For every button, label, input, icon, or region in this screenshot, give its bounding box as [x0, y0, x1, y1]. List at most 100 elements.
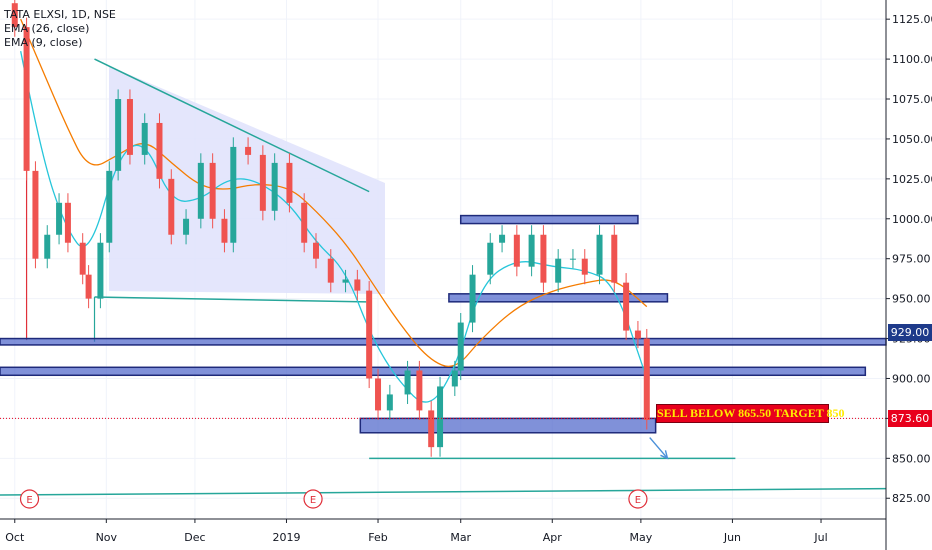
candle-body — [327, 258, 334, 283]
candle-body — [85, 274, 92, 299]
candle-body — [469, 274, 476, 323]
price-zone — [359, 417, 657, 434]
earnings-marker-label: E — [26, 495, 32, 506]
trend-line — [0, 487, 887, 496]
x-tick-label: Feb — [368, 531, 387, 544]
x-tick-label: Oct — [5, 531, 25, 544]
candle-body — [301, 202, 308, 243]
candle-body — [634, 330, 641, 339]
candle-body — [596, 234, 603, 275]
candle-body — [540, 234, 547, 283]
candle-body — [451, 370, 458, 387]
y-tick-label: 950.00 — [892, 293, 931, 306]
candle-body — [386, 394, 393, 411]
y-tick-label: 1125.00 — [892, 13, 932, 26]
y-tick-label: 1050.00 — [892, 133, 932, 146]
y-tick-label: 825.00 — [892, 492, 931, 505]
candle-body — [375, 378, 382, 411]
trend-line — [94, 296, 367, 303]
y-tick-label: 900.00 — [892, 372, 931, 385]
earnings-marker-label: E — [310, 495, 316, 506]
candle-body — [623, 282, 630, 331]
candle-body — [183, 218, 190, 235]
candle-body — [487, 242, 494, 275]
x-tick-label: Nov — [96, 531, 118, 544]
candle-body — [56, 202, 63, 235]
candle-body — [115, 99, 122, 171]
candle-body — [259, 154, 266, 211]
price-zone — [0, 337, 887, 346]
price-zone — [448, 293, 669, 303]
candle-body — [168, 178, 175, 235]
earnings-marker — [628, 489, 648, 509]
earnings-marker — [303, 489, 323, 509]
y-tick-label: 975.00 — [892, 253, 931, 266]
last-price-tag: 873.60 — [888, 409, 932, 427]
level-price-tag: 929.00 — [888, 323, 932, 341]
candle-body — [404, 370, 411, 395]
trend-line — [94, 58, 370, 193]
candle-body — [221, 218, 228, 243]
candle-body — [156, 122, 163, 179]
y-tick-label: 1100.00 — [892, 53, 932, 66]
candle-body — [555, 258, 562, 283]
price-zone — [459, 214, 639, 225]
price-zone — [0, 366, 867, 377]
earnings-marker — [19, 489, 40, 509]
candle-body — [64, 202, 71, 243]
ema-26-label[interactable]: EMA (26, close) — [4, 22, 90, 35]
candle-body — [528, 234, 535, 267]
target-arrow — [649, 437, 668, 459]
candle-body — [643, 338, 650, 420]
candle-body — [32, 170, 39, 259]
sell-target-annotation[interactable]: SELL BELOW 865.50 TARGET 850 — [656, 404, 845, 423]
candle-body — [513, 234, 520, 267]
candle-body — [416, 370, 423, 411]
candle-body — [354, 279, 361, 291]
symbol-title[interactable]: TATA ELXSI, 1D, NSE — [4, 8, 116, 21]
chart-legend: TATA ELXSI, 1D, NSE EMA (26, close) EMA … — [4, 8, 116, 50]
candle-body — [97, 242, 104, 299]
support-resistance-zones[interactable] — [0, 214, 887, 434]
candles — [11, 0, 650, 457]
ema-26-line — [20, 18, 648, 367]
candle-body — [366, 290, 373, 379]
candle-body — [141, 122, 148, 155]
y-tick-label: 1075.00 — [892, 93, 932, 106]
x-tick-label: May — [629, 531, 652, 544]
candle-body — [428, 410, 435, 448]
y-tick-label: 850.00 — [892, 452, 931, 465]
y-tick-label: 1000.00 — [892, 213, 932, 226]
candle-body — [11, 3, 18, 28]
candle-body — [230, 146, 237, 243]
ema-9-label[interactable]: EMA (9, close) — [4, 36, 83, 49]
x-tick-label: Jul — [813, 531, 827, 544]
x-tick-label: Dec — [184, 531, 205, 544]
x-tick-label: Apr — [543, 531, 563, 544]
x-tick-label: 2019 — [272, 531, 300, 544]
candle-body — [569, 258, 576, 260]
candle-body — [271, 162, 278, 211]
candle-body — [286, 162, 293, 203]
y-tick-label: 1025.00 — [892, 173, 932, 186]
candle-body — [499, 234, 506, 243]
candle-body — [23, 27, 30, 171]
x-tick-label: Mar — [450, 531, 471, 544]
candle-body — [126, 99, 133, 155]
target-arrow-head — [660, 450, 669, 460]
candle-body — [437, 386, 444, 448]
candle-body — [106, 170, 113, 243]
candle-body — [44, 234, 51, 259]
candle-body — [611, 234, 618, 283]
candle-body — [342, 279, 349, 283]
candle-body — [79, 242, 86, 275]
candle-body — [581, 258, 588, 275]
candle-body — [209, 162, 216, 219]
candle-body — [197, 162, 204, 219]
candle-body — [457, 322, 464, 371]
candle-body — [245, 146, 252, 155]
earnings-marker-label: E — [635, 495, 641, 506]
